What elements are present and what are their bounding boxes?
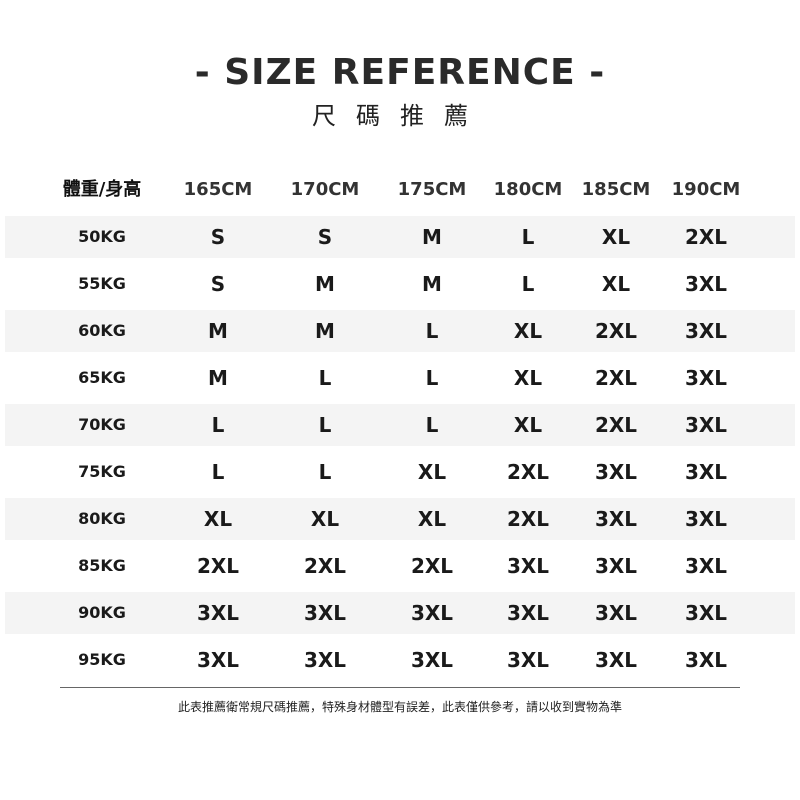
size-cell: 3XL [594,648,638,672]
size-cell: XL [601,272,631,296]
size-cell: 3XL [684,366,728,390]
size-cell: XL [513,413,543,437]
size-cell: M [208,366,228,390]
weight-label: 85KG [78,556,126,575]
size-cell: L [318,366,332,390]
table-row: 90KG 3XL 3XL 3XL 3XL 3XL 3XL [5,592,795,634]
size-cell: 3XL [594,554,638,578]
weight-label: 55KG [78,274,126,293]
size-cell: 3XL [506,554,550,578]
size-cell: M [315,319,335,343]
size-cell: 3XL [684,413,728,437]
size-cell: L [425,319,439,343]
size-cell: 3XL [303,601,347,625]
size-cell: L [425,413,439,437]
size-cell: 2XL [594,413,638,437]
table-row: 75KG L L XL 2XL 3XL 3XL [5,451,795,493]
size-cell: M [422,225,442,249]
size-cell: M [208,319,228,343]
size-cell: 3XL [410,601,454,625]
size-cell: 2XL [506,460,550,484]
size-cell: S [210,225,226,249]
size-cell: 3XL [196,648,240,672]
size-cell: 2XL [196,554,240,578]
size-cell: 2XL [594,366,638,390]
weight-label: 50KG [78,227,126,246]
size-cell: 3XL [506,601,550,625]
size-cell: 3XL [684,601,728,625]
corner-header: 體重/身高 [62,179,142,200]
height-header: 175CM [397,179,467,200]
size-cell: S [317,225,333,249]
height-header: 190CM [671,179,741,200]
size-cell: XL [310,507,340,531]
weight-label: 70KG [78,415,126,434]
size-cell: 3XL [303,648,347,672]
size-cell: L [318,413,332,437]
table-row: 70KG L L L XL 2XL 3XL [5,404,795,446]
size-cell: 3XL [594,460,638,484]
weight-label: 60KG [78,321,126,340]
size-cell: XL [203,507,233,531]
size-cell: 3XL [684,554,728,578]
size-cell: M [422,272,442,296]
size-cell: 2XL [684,225,728,249]
size-cell: L [425,366,439,390]
page-subtitle: 尺碼推薦 [312,102,488,130]
size-cell: 3XL [506,648,550,672]
table-row: 95KG 3XL 3XL 3XL 3XL 3XL 3XL [5,639,795,681]
size-cell: 2XL [506,507,550,531]
size-cell: 3XL [594,601,638,625]
size-cell: L [211,413,225,437]
height-header: 170CM [290,179,360,200]
divider [60,687,740,688]
size-cell: 3XL [684,460,728,484]
size-cell: XL [601,225,631,249]
weight-label: 95KG [78,650,126,669]
table-row: 55KG S M M L XL 3XL [5,263,795,305]
size-cell: 2XL [303,554,347,578]
size-cell: XL [417,507,447,531]
weight-label: 65KG [78,368,126,387]
size-cell: XL [513,366,543,390]
table-row: 85KG 2XL 2XL 2XL 3XL 3XL 3XL [5,545,795,587]
table-row: 50KG S S M L XL 2XL [5,216,795,258]
size-cell: S [210,272,226,296]
size-cell: 3XL [196,601,240,625]
size-cell: L [521,272,535,296]
size-cell: 3XL [684,272,728,296]
size-cell: 3XL [410,648,454,672]
size-cell: L [211,460,225,484]
size-cell: L [521,225,535,249]
table-row: 65KG M L L XL 2XL 3XL [5,357,795,399]
table-header: 體重/身高 165CM 170CM 175CM 180CM 185CM 190CM [5,169,795,211]
size-cell: 3XL [684,319,728,343]
height-header: 185CM [581,179,651,200]
weight-label: 80KG [78,509,126,528]
height-header: 180CM [493,179,563,200]
size-cell: 2XL [594,319,638,343]
size-cell: 2XL [410,554,454,578]
size-cell: 3XL [684,648,728,672]
footnote: 此表推薦衛常規尺碼推薦，特殊身材體型有誤差，此表僅供參考，請以收到實物為準 [177,700,622,714]
size-cell: 3XL [594,507,638,531]
size-cell: M [315,272,335,296]
size-cell: XL [417,460,447,484]
size-cell: 3XL [684,507,728,531]
page-title: - SIZE REFERENCE - [194,52,606,93]
table-row: 80KG XL XL XL 2XL 3XL 3XL [5,498,795,540]
height-header: 165CM [183,179,253,200]
size-cell: L [318,460,332,484]
weight-label: 90KG [78,603,126,622]
weight-label: 75KG [78,462,126,481]
size-cell: XL [513,319,543,343]
table-row: 60KG M M L XL 2XL 3XL [5,310,795,352]
